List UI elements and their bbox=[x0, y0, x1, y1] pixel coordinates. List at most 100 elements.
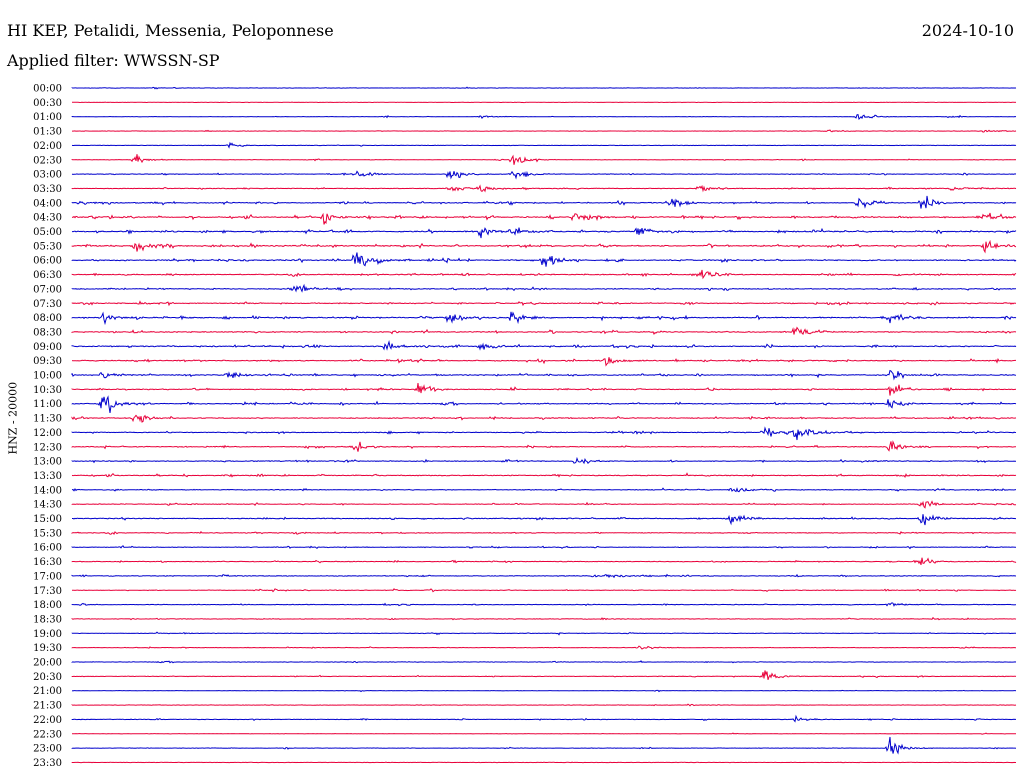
trace-row bbox=[71, 660, 1017, 664]
trace-row bbox=[71, 195, 1017, 209]
row-label: 13:30 bbox=[33, 471, 62, 482]
station-title: HI KEP, Petalidi, Messenia, Peloponnese bbox=[7, 21, 334, 40]
trace-row bbox=[71, 269, 1017, 280]
trace-row bbox=[71, 239, 1017, 254]
row-label: 15:30 bbox=[33, 528, 62, 539]
trace-row bbox=[71, 500, 1017, 509]
trace-row bbox=[71, 557, 1017, 566]
row-label: 16:30 bbox=[33, 557, 62, 568]
row-label: 18:00 bbox=[33, 600, 62, 611]
trace-row bbox=[71, 227, 1017, 239]
trace-row bbox=[71, 588, 1017, 593]
row-label: 00:00 bbox=[33, 84, 62, 95]
row-label: 00:30 bbox=[33, 98, 62, 109]
trace-row bbox=[71, 114, 1017, 121]
trace-row bbox=[71, 141, 1017, 149]
trace-row bbox=[71, 689, 1017, 693]
row-label: 07:00 bbox=[33, 284, 62, 295]
trace-row bbox=[71, 184, 1017, 193]
row-label: 05:30 bbox=[33, 241, 62, 252]
trace-row bbox=[71, 670, 1017, 680]
trace-row bbox=[71, 545, 1016, 550]
row-label: 21:00 bbox=[33, 686, 62, 697]
row-label: 09:30 bbox=[33, 356, 62, 367]
trace-row bbox=[71, 170, 1017, 180]
row-label: 05:00 bbox=[33, 227, 62, 238]
trace-row bbox=[71, 395, 1017, 413]
row-label: 06:30 bbox=[33, 270, 62, 281]
trace-row bbox=[71, 645, 1016, 650]
trace-row bbox=[71, 736, 1017, 755]
row-label: 11:00 bbox=[33, 399, 62, 410]
row-label: 10:30 bbox=[33, 385, 62, 396]
trace-row bbox=[71, 714, 1016, 723]
trace-row bbox=[72, 514, 1016, 526]
trace-row bbox=[71, 283, 1017, 293]
row-label: 12:00 bbox=[33, 428, 62, 439]
row-label: 06:00 bbox=[33, 256, 62, 267]
trace-row bbox=[71, 631, 1016, 636]
row-label: 23:00 bbox=[33, 744, 62, 755]
trace-row bbox=[71, 530, 1017, 536]
row-label: 16:00 bbox=[33, 543, 62, 554]
filter-label: Applied filter: WWSSN-SP bbox=[7, 51, 220, 70]
row-label: 11:30 bbox=[33, 414, 62, 425]
trace-row bbox=[71, 703, 1017, 707]
trace-row bbox=[71, 300, 1017, 307]
trace-row bbox=[71, 311, 1017, 326]
row-label: 10:00 bbox=[33, 371, 62, 382]
trace-row bbox=[71, 414, 1017, 423]
row-label: 21:30 bbox=[33, 701, 62, 712]
row-label: 20:00 bbox=[33, 658, 62, 669]
row-label: 12:30 bbox=[33, 442, 62, 453]
row-label: 02:00 bbox=[33, 141, 62, 152]
trace-row bbox=[71, 487, 1017, 493]
row-label: 14:30 bbox=[33, 500, 62, 511]
trace-row bbox=[71, 732, 1016, 735]
row-label: 20:30 bbox=[33, 672, 62, 683]
row-label: 22:30 bbox=[33, 729, 62, 740]
row-label: 17:00 bbox=[33, 571, 62, 582]
row-label: 15:00 bbox=[33, 514, 62, 525]
row-label: 19:30 bbox=[33, 643, 62, 654]
row-label: 01:00 bbox=[33, 112, 62, 123]
trace-row bbox=[71, 86, 1017, 90]
row-label: 18:30 bbox=[33, 614, 62, 625]
trace-row bbox=[72, 101, 1017, 104]
trace-row bbox=[71, 440, 1017, 452]
row-label: 17:30 bbox=[33, 586, 62, 597]
row-label: 02:30 bbox=[33, 155, 62, 166]
row-label: 03:30 bbox=[33, 184, 62, 195]
trace-row bbox=[71, 616, 1017, 621]
trace-row bbox=[71, 602, 1017, 607]
trace-row bbox=[72, 129, 1017, 133]
trace-row bbox=[71, 339, 1017, 351]
trace-row bbox=[71, 154, 1017, 165]
trace-row bbox=[71, 472, 1017, 479]
row-label: 14:00 bbox=[33, 485, 62, 496]
trace-row bbox=[71, 357, 1016, 367]
row-label: 22:00 bbox=[33, 715, 62, 726]
row-label: 04:00 bbox=[33, 198, 62, 209]
date-label: 2024-10-10 bbox=[921, 21, 1014, 40]
trace-row bbox=[71, 326, 1017, 335]
trace-row bbox=[71, 761, 1016, 764]
row-label: 08:00 bbox=[33, 313, 62, 324]
row-label: 08:30 bbox=[33, 327, 62, 338]
trace-row bbox=[71, 369, 1017, 381]
row-label: 13:00 bbox=[33, 457, 62, 468]
row-label: 23:30 bbox=[33, 758, 62, 769]
trace-row bbox=[71, 212, 1017, 225]
row-label: 19:00 bbox=[33, 629, 62, 640]
trace-row bbox=[71, 573, 1017, 579]
row-label: 09:00 bbox=[33, 342, 62, 353]
row-label: 07:30 bbox=[33, 299, 62, 310]
row-label: 04:30 bbox=[33, 213, 62, 224]
row-label: 01:30 bbox=[33, 127, 62, 138]
trace-row bbox=[71, 383, 1017, 396]
trace-row bbox=[71, 456, 1016, 465]
row-label: 03:00 bbox=[33, 170, 62, 181]
trace-row bbox=[71, 252, 1017, 267]
trace-row bbox=[71, 426, 1017, 441]
